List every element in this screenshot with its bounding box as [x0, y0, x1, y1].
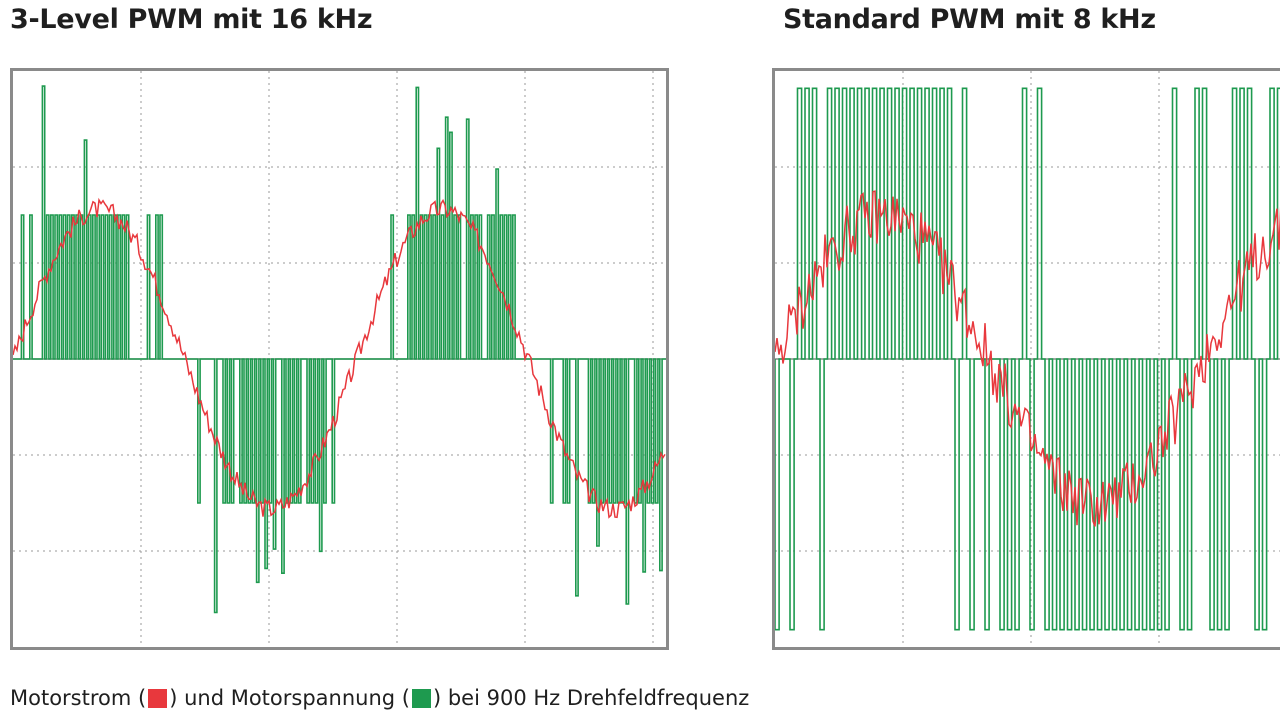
grid: [775, 71, 1280, 647]
scope-display-standard: [775, 71, 1280, 647]
motor-voltage-line: [13, 85, 666, 614]
caption-part-frequency: ) bei 900 Hz Drehfeldfrequenz: [432, 686, 750, 710]
legend-caption: Motorstrom ( ) und Motorspannung ( ) bei 9…: [10, 686, 749, 710]
plot-standard-pwm: [772, 68, 1280, 650]
caption-part-motorspannung: ) und Motorspannung (: [169, 686, 410, 710]
motor-current-line: [775, 190, 1280, 527]
chart-title-3-level: 3-Level PWM mit 16 kHz: [10, 4, 373, 35]
caption-part-motorstrom: Motorstrom (: [10, 686, 147, 710]
scope-display-3-level: [13, 71, 666, 647]
chart-title-standard: Standard PWM mit 8 kHz: [783, 4, 1156, 35]
legend-swatch-voltage: [411, 689, 431, 708]
motor-current-line: [13, 197, 666, 519]
motor-voltage-line: [775, 87, 1280, 631]
plot-3-level-pwm: [10, 68, 669, 650]
legend-swatch-current: [148, 689, 168, 708]
